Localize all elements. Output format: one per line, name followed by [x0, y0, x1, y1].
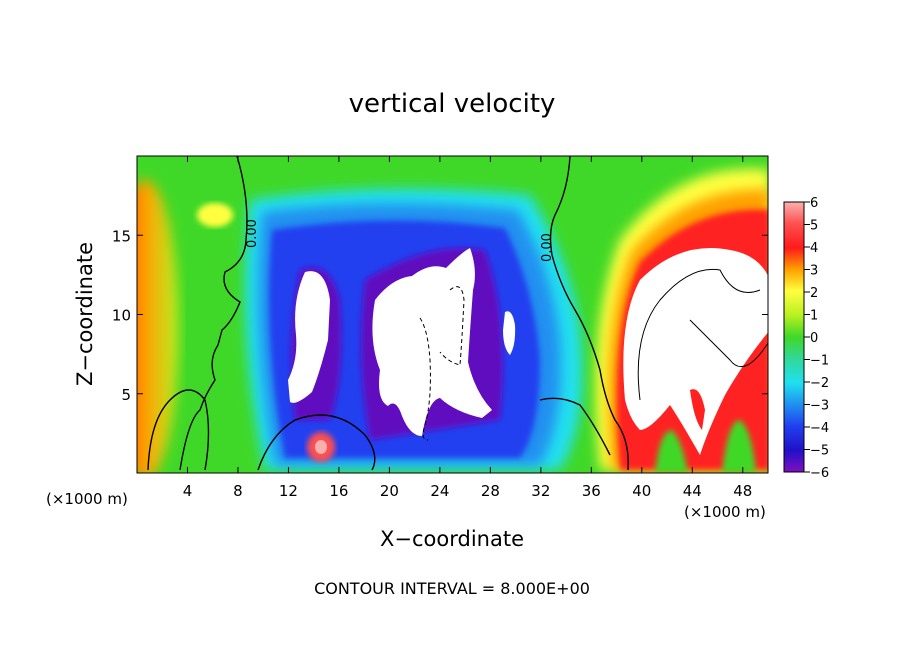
x-tick-label: 24 [430, 482, 449, 500]
zero-contour-left [179, 156, 248, 471]
contour-interval-note: CONTOUR INTERVAL = 8.000E+00 [314, 579, 590, 598]
colorbar-tick-label: 2 [810, 286, 818, 301]
y-axis-label: Z−coordinate [73, 242, 97, 386]
colorbar-tick-label: −1 [810, 354, 829, 369]
y-tick-label: 5 [121, 386, 131, 404]
x-tick-label: 44 [683, 482, 702, 500]
negative-contour-dashed [419, 286, 465, 441]
colorbar-tick-label: 1 [810, 309, 818, 324]
colorbar-tick-label: −6 [810, 466, 829, 481]
x-tick-label: 12 [279, 482, 298, 500]
x-tick-label: 40 [632, 482, 651, 500]
zero-contour-lower-center [257, 397, 611, 471]
colorbar-tick-label: −2 [810, 376, 829, 391]
velocity-field: 0.00 0.00 [137, 156, 768, 473]
x-axis-ticks: 4 8 12 16 20 24 28 32 36 40 44 48 [183, 156, 752, 500]
x-unit-label-right: (×1000 m) [684, 503, 766, 521]
left-updraft-region [137, 180, 179, 473]
colorbar-tick-label: 4 [810, 241, 818, 256]
right-updraft-white-core [623, 248, 768, 455]
left-yellow-patch [197, 203, 233, 227]
right-lower-red-lobe [690, 389, 705, 430]
zero-contour-right [549, 156, 629, 471]
x-unit-label-left: (×1000 m) [46, 490, 128, 508]
x-tick-label: 8 [233, 482, 243, 500]
colorbar-tick-label: 3 [810, 264, 818, 279]
x-axis-label: X−coordinate [380, 527, 524, 551]
downdraft-saturated-core-left [288, 271, 330, 403]
contour-right-core [637, 268, 768, 401]
colorbar-tick-label: 5 [810, 219, 818, 234]
downdraft-saturated-core-center [372, 248, 492, 436]
x-tick-label: 16 [329, 482, 348, 500]
x-tick-label: 48 [733, 482, 752, 500]
contour-label-left: 0.00 [245, 219, 260, 248]
y-tick-label: 10 [112, 307, 131, 325]
zero-contour-lower-left [147, 389, 210, 471]
x-tick-label: 28 [481, 482, 500, 500]
colorbar-tick-label: 0 [810, 331, 818, 346]
colorbar-tick-label: −5 [810, 444, 829, 459]
colorbar-tick-label: 6 [810, 196, 818, 211]
x-tick-label: 4 [183, 482, 193, 500]
x-tick-label: 32 [531, 482, 550, 500]
colorbar-tick-label: −3 [810, 399, 829, 414]
y-axis-ticks: 5 10 15 [112, 227, 768, 404]
colorbar-ticks: 6 5 4 3 2 1 0 −1 −2 −3 −4 −5 −6 [804, 196, 829, 481]
colorbar-tick-label: −4 [810, 421, 829, 436]
x-tick-label: 36 [582, 482, 601, 500]
right-lower-green-gaps [655, 420, 756, 473]
contour-label-right: 0.00 [540, 233, 555, 262]
chart-title: vertical velocity [349, 89, 556, 119]
downdraft-saturated-core-right [503, 311, 516, 355]
y-tick-label: 15 [112, 227, 131, 245]
colorbar [783, 201, 805, 473]
x-tick-label: 20 [380, 482, 399, 500]
updraft-bubble-core [315, 440, 327, 454]
